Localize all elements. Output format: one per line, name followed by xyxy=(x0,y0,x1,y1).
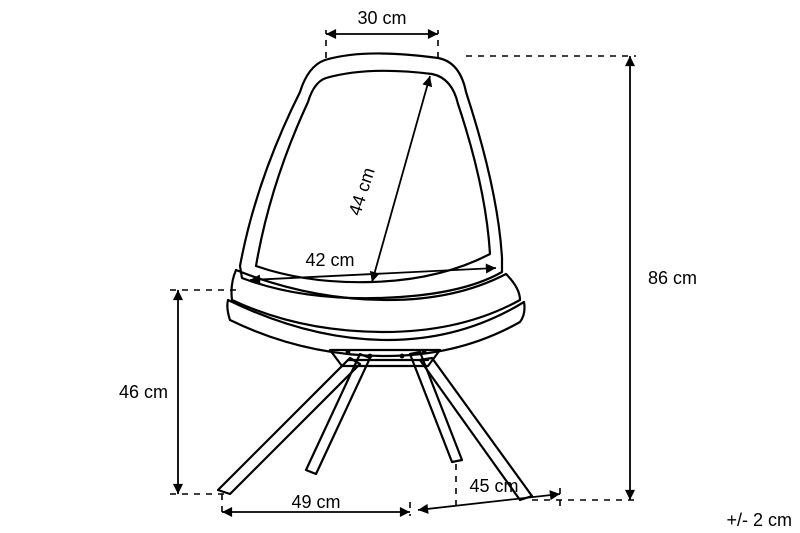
label-top-back-width: 30 cm xyxy=(357,8,406,28)
dim-seat-height: 46 cm xyxy=(119,290,236,494)
dim-base-depth: 49 cm xyxy=(222,492,410,516)
label-base-side: 45 cm xyxy=(469,476,518,496)
dim-backrest-length: 44 cm xyxy=(345,76,430,282)
dim-top-back-width: 30 cm xyxy=(326,8,438,58)
chair-dimension-diagram: 30 cm 86 cm 46 cm 44 cm 42 cm 49 cm 45 c… xyxy=(0,0,800,533)
dim-base-side: 45 cm xyxy=(418,464,560,512)
label-backrest-length: 44 cm xyxy=(345,165,379,218)
label-seat-height: 46 cm xyxy=(119,382,168,402)
label-base-depth: 49 cm xyxy=(291,492,340,512)
label-total-height: 86 cm xyxy=(648,268,697,288)
label-seat-width: 42 cm xyxy=(305,250,354,270)
chair-outline xyxy=(218,53,532,500)
dim-total-height: 86 cm xyxy=(466,56,697,500)
tolerance-note: +/- 2 cm xyxy=(726,510,792,530)
